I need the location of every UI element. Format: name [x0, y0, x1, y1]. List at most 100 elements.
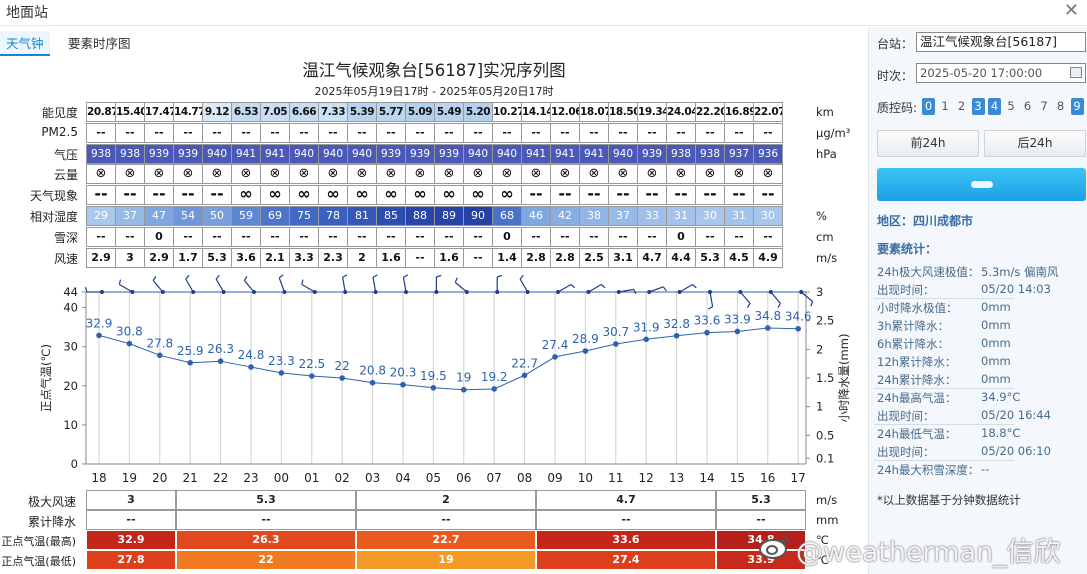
wind-barb — [800, 291, 814, 303]
station-input[interactable]: 温江气候观象台[56187] — [916, 32, 1086, 52]
humidity-cell: 30 — [753, 206, 783, 226]
wind-speed-cell: 3.1 — [608, 248, 638, 268]
wind-barb — [648, 286, 664, 293]
y2-tick-label: 3 — [816, 285, 823, 299]
snow-depth-cell: -- — [86, 227, 116, 247]
wind-station-dot — [586, 290, 591, 294]
temp-max-segment: 32.9 — [86, 530, 176, 550]
close-icon[interactable]: ✕ — [1063, 0, 1079, 21]
wind-barb-feather — [454, 277, 458, 283]
qc-code-4[interactable]: 4 — [988, 98, 1001, 115]
wind-speed-cell: 2.1 — [260, 248, 290, 268]
temperature-data-label: 22.5 — [298, 357, 325, 371]
pm25-cell: -- — [724, 123, 754, 143]
x-tick-label: 11 — [608, 471, 623, 485]
x-tick-label: 01 — [304, 471, 319, 485]
wind-speed-cell: -- — [405, 248, 435, 268]
wind-station-dot — [525, 290, 530, 294]
cloud-cover-cell: ⊗ — [521, 164, 551, 184]
visibility-cell: 18.07 — [579, 102, 609, 122]
wind-barb — [679, 283, 693, 293]
cloud-cover-cell: ⊗ — [405, 164, 435, 184]
qc-code-5[interactable]: 5 — [1007, 99, 1015, 113]
row-visibility: 20.87 15.40 17.47 14.77 9.12 6.53 7.05 6.66 7.33… — [86, 102, 806, 122]
wind-barb — [519, 278, 529, 293]
visibility-cell: 14.14 — [521, 102, 551, 122]
snow-depth-cell: -- — [579, 227, 609, 247]
weather-icon-button[interactable] — [877, 168, 1086, 201]
cloud-cover-cell: ⊗ — [608, 164, 638, 184]
time-input[interactable]: 2025-05-20 17:00:00 — [916, 63, 1086, 83]
stat-row: 24h累计降水： 0mm — [877, 372, 1087, 388]
y2-tick-label: 1 — [816, 400, 823, 414]
snow-depth-cell: -- — [434, 227, 464, 247]
y-tick-label: 30 — [63, 340, 78, 354]
stats-footnote: *以上数据基于分钟数据统计 — [877, 493, 1021, 507]
wind-speed-cell: 2.8 — [550, 248, 580, 268]
pressure-cell: 939 — [405, 144, 435, 164]
stat-value: 0mm — [981, 300, 1011, 314]
snow-depth-cell: -- — [695, 227, 725, 247]
snow-depth-cell: 0 — [666, 227, 696, 247]
wind-station-dot — [799, 290, 804, 294]
qc-code-3[interactable]: 3 — [971, 98, 985, 115]
summary-label-max-wind: 极大风速 — [27, 495, 76, 509]
wind-barb-feather — [600, 284, 606, 289]
next-24h-button[interactable]: 后24h — [984, 130, 1086, 157]
prev-24h-button[interactable]: 前24h — [877, 130, 979, 157]
x-tick-label: 18 — [91, 471, 106, 485]
weather-cell: -- — [579, 185, 609, 205]
qc-code-8[interactable]: 8 — [1056, 99, 1065, 113]
tab-weather-clock[interactable]: 天气钟 — [0, 31, 50, 56]
visibility-cell: 6.66 — [289, 102, 319, 122]
wind-speed-cell: 2.9 — [86, 248, 116, 268]
pressure-cell: 940 — [463, 144, 493, 164]
cloud-cover-cell: ⊗ — [666, 164, 696, 184]
tab-element-timeseries[interactable]: 要素时序图 — [68, 36, 131, 51]
temperature-data-label: 20.8 — [359, 364, 386, 378]
pm25-cell: -- — [289, 123, 319, 143]
summary-row-temp-min: 27.8 22 19 27.4 33.9 — [86, 550, 806, 570]
qc-code-0[interactable]: 0 — [922, 98, 935, 115]
qc-code-7[interactable]: 7 — [1040, 99, 1048, 113]
temperature-point — [157, 352, 163, 359]
humidity-cell: 37 — [115, 206, 145, 226]
wind-speed-cell: 4.4 — [666, 248, 696, 268]
qc-code-6[interactable]: 6 — [1023, 99, 1032, 113]
temperature-data-label: 19 — [456, 371, 471, 385]
cloud-cover-cell: ⊗ — [289, 164, 319, 184]
wind-station-dot — [556, 290, 560, 294]
weather-cell: -- — [637, 185, 667, 205]
qc-code-2[interactable]: 2 — [957, 99, 966, 113]
qc-code-1[interactable]: 1 — [941, 99, 949, 113]
wind-speed-cell: 2.3 — [318, 248, 348, 268]
pm25-cell: -- — [86, 123, 116, 143]
pressure-cell: 941 — [260, 144, 290, 164]
wind-barb — [152, 280, 164, 293]
temperature-data-label: 30.7 — [602, 325, 629, 339]
row-snow-depth: -- -- 0 -- -- -- -- -- -- -- -- -- -- -- 0 -- -- -- -- -- 0-… — [86, 227, 806, 247]
y2-axis-title: 小时降水量(mm) — [837, 334, 851, 423]
cloud-cover-cell: ⊗ — [492, 164, 522, 184]
wind-barb — [301, 283, 316, 293]
time-label: 时次： — [877, 69, 914, 83]
snow-depth-cell: -- — [115, 227, 145, 247]
cloud-cover-cell: ⊗ — [347, 164, 377, 184]
summary-label-temp-max: 正点气温(最高) — [1, 535, 76, 548]
y2-tick-label: 1.5 — [816, 371, 834, 385]
wind-station-dot — [434, 290, 439, 294]
tab-bar: 天气钟 要素时序图 — [0, 27, 868, 56]
x-tick-label: 13 — [669, 471, 684, 485]
cloud-cover-cell: ⊗ — [202, 164, 232, 184]
wind-barb — [342, 277, 346, 293]
max-wind-segment: 5.3 — [176, 490, 356, 510]
wind-speed-cell: 4.7 — [637, 248, 667, 268]
qc-code-9[interactable]: 9 — [1070, 98, 1084, 115]
wind-station-dot — [677, 290, 682, 294]
temperature-data-label: 32.8 — [663, 317, 690, 331]
calendar-icon[interactable] — [1070, 67, 1082, 78]
unit-humidity: % — [816, 209, 827, 223]
visibility-cell: 5.09 — [405, 102, 435, 122]
